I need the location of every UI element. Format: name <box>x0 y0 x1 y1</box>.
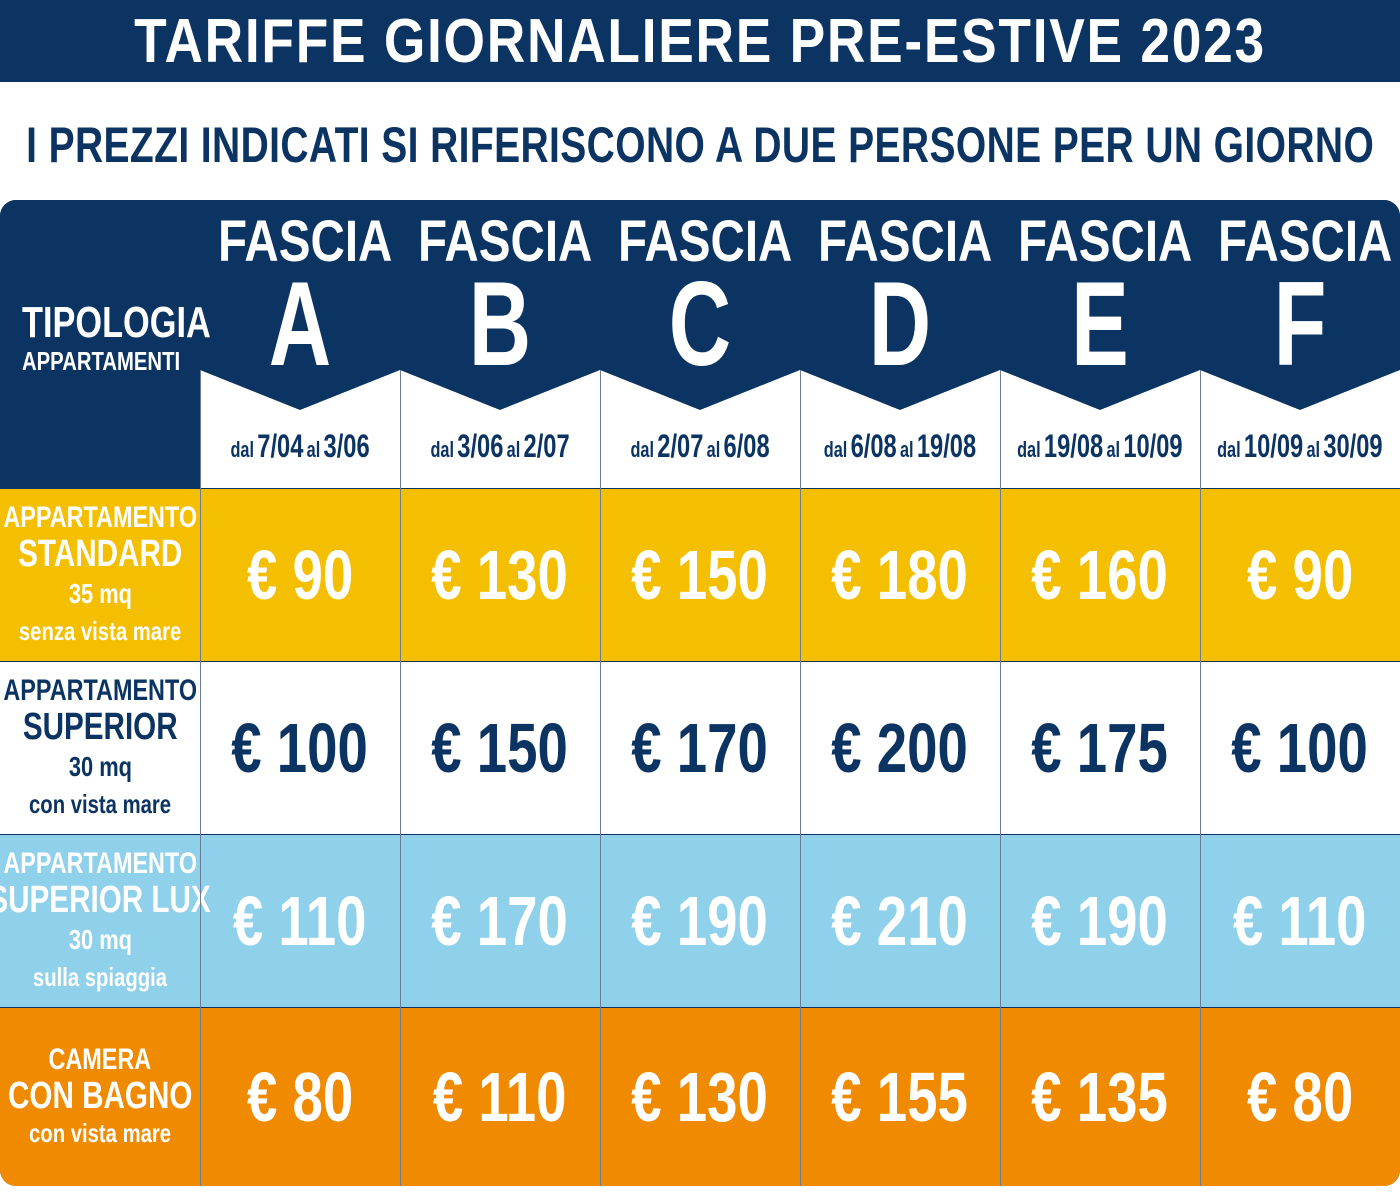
price-cell: € 150 <box>631 536 769 614</box>
row-label: APPARTAMENTO SUPERIOR 30 mq con vista ma… <box>3 674 197 820</box>
title-band: TARIFFE GIORNALIERE PRE-ESTIVE 2023 <box>0 0 1400 82</box>
table-header: TIPOLOGIA APPARTAMENTI FASCIA A dal 7/04… <box>0 200 1400 488</box>
band-letter: B <box>468 257 532 391</box>
price-cell: € 110 <box>433 1058 567 1136</box>
price-cell: € 190 <box>631 882 769 960</box>
price-cell: € 90 <box>246 536 354 614</box>
row-label: APPARTAMENTO STANDARD 35 mq senza vista … <box>3 501 197 647</box>
band-letter: F <box>1273 257 1327 391</box>
band-header-a: FASCIA A dal 7/04 al 3/06 <box>200 200 400 488</box>
price-cell: € 170 <box>431 882 569 960</box>
price-cell: € 170 <box>631 709 769 787</box>
band-word: FASCIA <box>618 209 793 274</box>
subtitle-text: I PREZZI INDICATI SI RIFERISCONO A DUE P… <box>25 117 1375 173</box>
tipologia-header: TIPOLOGIA APPARTAMENTI <box>0 298 211 377</box>
price-cell: € 150 <box>431 709 569 787</box>
grid-line <box>800 370 801 1186</box>
band-dates: dal 6/08 al 19/08 <box>823 428 977 464</box>
price-cell: € 175 <box>1031 709 1169 787</box>
band-letter: A <box>268 257 332 391</box>
price-cell: € 130 <box>431 536 569 614</box>
price-cell: € 90 <box>1246 536 1354 614</box>
table-row: APPARTAMENTO SUPERIOR LUX 30 mq sulla sp… <box>0 835 1400 1007</box>
price-cell: € 130 <box>631 1058 769 1136</box>
price-cell: € 180 <box>831 536 969 614</box>
band-word: FASCIA <box>418 209 593 274</box>
subtitle: I PREZZI INDICATI SI RIFERISCONO A DUE P… <box>0 112 1400 178</box>
band-header-f: FASCIA F dal 10/09 al 30/09 <box>1200 200 1400 488</box>
band-header-c: FASCIA C dal 2/07 al 6/08 <box>600 200 800 488</box>
band-word: FASCIA <box>818 209 993 274</box>
band-word: FASCIA <box>1218 209 1393 274</box>
band-letter: C <box>668 257 732 391</box>
price-cell: € 135 <box>1031 1058 1169 1136</box>
band-word: FASCIA <box>218 209 393 274</box>
page-title: TARIFFE GIORNALIERE PRE-ESTIVE 2023 <box>134 6 1266 76</box>
price-cell: € 160 <box>1031 536 1169 614</box>
price-cell: € 190 <box>1031 882 1169 960</box>
price-cell: € 200 <box>831 709 969 787</box>
price-cell: € 155 <box>831 1058 969 1136</box>
price-cell: € 100 <box>231 709 369 787</box>
band-dates: dal 19/08 al 10/09 <box>1017 428 1183 464</box>
band-header-e: FASCIA E dal 19/08 al 10/09 <box>1000 200 1200 488</box>
table-row: APPARTAMENTO STANDARD 35 mq senza vista … <box>0 489 1400 661</box>
grid-line <box>600 370 601 1186</box>
table-row: APPARTAMENTO SUPERIOR 30 mq con vista ma… <box>0 662 1400 834</box>
row-label: CAMERA CON BAGNO con vista mare <box>7 1043 193 1149</box>
grid-line <box>1000 370 1001 1186</box>
band-dates: dal 2/07 al 6/08 <box>630 428 770 464</box>
tipologia-line2: APPARTAMENTI <box>22 346 181 376</box>
band-dates: dal 3/06 al 2/07 <box>430 428 570 464</box>
band-header-b: FASCIA B dal 3/06 al 2/07 <box>400 200 600 488</box>
band-header-d: FASCIA D dal 6/08 al 19/08 <box>800 200 1000 488</box>
price-cell: € 80 <box>246 1058 354 1136</box>
grid-line <box>1200 370 1201 1186</box>
band-letter: E <box>1071 257 1129 391</box>
price-cell: € 210 <box>831 882 969 960</box>
grid-line <box>400 370 401 1186</box>
price-cell: € 100 <box>1231 709 1369 787</box>
price-cell: € 110 <box>233 882 367 960</box>
band-letter: D <box>868 257 932 391</box>
band-word: FASCIA <box>1018 209 1193 274</box>
table-row: CAMERA CON BAGNO con vista mare € 80 € 1… <box>0 1008 1400 1186</box>
band-dates: dal 10/09 al 30/09 <box>1217 428 1383 464</box>
price-cell: € 110 <box>1233 882 1367 960</box>
tipologia-line1: TIPOLOGIA <box>22 298 211 347</box>
price-cell: € 80 <box>1246 1058 1354 1136</box>
band-dates: dal 7/04 al 3/06 <box>230 428 370 464</box>
grid-line <box>200 370 201 1186</box>
rates-table: TIPOLOGIA APPARTAMENTI FASCIA A dal 7/04… <box>0 200 1400 1186</box>
row-label: APPARTAMENTO SUPERIOR LUX 30 mq sulla sp… <box>0 847 212 993</box>
